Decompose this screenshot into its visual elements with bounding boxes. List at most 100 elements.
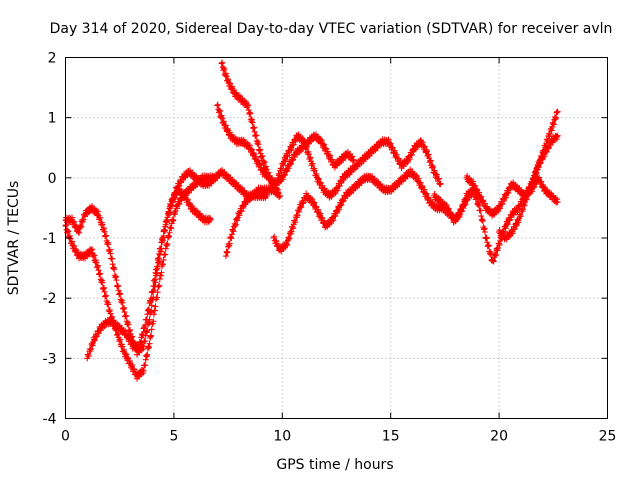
data-point bbox=[166, 229, 173, 236]
data-point bbox=[274, 186, 281, 193]
data-point bbox=[429, 164, 436, 171]
series-satellite-track-B bbox=[62, 167, 219, 358]
data-point bbox=[117, 336, 124, 343]
data-point bbox=[277, 192, 284, 199]
data-point bbox=[163, 219, 170, 226]
data-point bbox=[154, 263, 161, 270]
data-point bbox=[117, 291, 124, 298]
data-point bbox=[107, 310, 114, 317]
data-point bbox=[286, 235, 293, 242]
data-point bbox=[460, 202, 467, 209]
y-tick-label: 0 bbox=[48, 171, 57, 187]
chart-title: Day 314 of 2020, Sidereal Day-to-day VTE… bbox=[50, 21, 613, 37]
data-point bbox=[103, 292, 110, 299]
data-point bbox=[311, 167, 318, 174]
data-point bbox=[87, 346, 94, 353]
data-point bbox=[140, 367, 147, 374]
data-point bbox=[123, 312, 130, 319]
x-tick-label: 5 bbox=[169, 429, 178, 445]
data-point bbox=[137, 339, 144, 346]
data-points bbox=[62, 59, 561, 382]
data-point bbox=[261, 159, 268, 166]
data-point bbox=[156, 250, 163, 257]
data-point bbox=[278, 165, 285, 172]
data-point bbox=[437, 180, 444, 187]
y-tick-label: -3 bbox=[43, 351, 57, 367]
data-point bbox=[158, 269, 165, 276]
data-point bbox=[216, 108, 223, 115]
data-point bbox=[150, 283, 157, 290]
x-tick-labels: 0 5 10 15 20 25 bbox=[61, 429, 616, 445]
data-point bbox=[152, 303, 159, 310]
data-point bbox=[350, 156, 357, 163]
data-point bbox=[479, 218, 486, 225]
data-point bbox=[553, 114, 560, 121]
data-point bbox=[65, 228, 72, 235]
data-point bbox=[303, 144, 310, 151]
series-satellite-track-F bbox=[222, 184, 281, 260]
grid-lines bbox=[65, 57, 608, 419]
data-point bbox=[164, 240, 171, 247]
data-point bbox=[492, 252, 499, 259]
data-point bbox=[477, 207, 484, 214]
axis-ticks bbox=[65, 57, 608, 419]
data-point bbox=[485, 242, 492, 249]
y-axis-title: SDTVAR / TECUs bbox=[6, 181, 22, 296]
data-point bbox=[109, 255, 116, 262]
x-tick-label: 20 bbox=[490, 429, 508, 445]
data-point bbox=[142, 362, 149, 369]
data-point bbox=[91, 252, 98, 259]
data-point bbox=[166, 210, 173, 217]
data-point bbox=[156, 282, 163, 289]
data-point bbox=[554, 108, 561, 115]
data-point bbox=[294, 212, 301, 219]
x-axis-title: GPS time / hours bbox=[276, 457, 393, 473]
data-point bbox=[226, 240, 233, 247]
x-tick-label: 15 bbox=[382, 429, 400, 445]
data-point bbox=[249, 119, 256, 126]
series-satellite-track-H bbox=[274, 131, 444, 201]
series-satellite-track-C bbox=[84, 185, 214, 362]
data-point bbox=[149, 288, 156, 295]
data-point bbox=[547, 131, 554, 138]
x-tick-label: 25 bbox=[599, 429, 617, 445]
data-point bbox=[554, 132, 561, 139]
data-point bbox=[125, 321, 132, 328]
data-point bbox=[160, 256, 167, 263]
y-tick-label: -2 bbox=[43, 291, 57, 307]
data-point bbox=[99, 221, 106, 228]
data-point bbox=[113, 277, 120, 284]
data-point bbox=[103, 232, 110, 239]
series-satellite-track-E bbox=[214, 101, 357, 189]
data-point bbox=[151, 276, 158, 283]
data-point bbox=[148, 332, 155, 339]
data-point bbox=[253, 132, 260, 139]
data-point bbox=[531, 173, 538, 180]
series-satellite-track-J bbox=[463, 172, 561, 219]
series-satellite-track-K bbox=[496, 132, 561, 243]
data-point bbox=[150, 318, 157, 325]
y-tick-labels: -4 -3 -2 -1 0 1 2 bbox=[43, 51, 57, 428]
data-point bbox=[119, 299, 126, 306]
y-tick-label: 2 bbox=[48, 51, 57, 67]
data-point bbox=[142, 321, 149, 328]
data-point bbox=[146, 340, 153, 347]
data-point bbox=[221, 66, 228, 73]
data-point bbox=[105, 241, 112, 248]
data-point bbox=[148, 326, 155, 333]
data-point bbox=[170, 216, 177, 223]
data-point bbox=[162, 251, 169, 258]
data-point bbox=[145, 306, 152, 313]
data-point bbox=[99, 279, 106, 286]
data-point bbox=[160, 234, 167, 241]
data-point bbox=[154, 289, 161, 296]
y-tick-label: 1 bbox=[48, 111, 57, 127]
data-point bbox=[473, 195, 480, 202]
data-point bbox=[207, 216, 214, 223]
data-point bbox=[78, 223, 85, 230]
data-point bbox=[525, 190, 532, 197]
data-point bbox=[554, 198, 561, 205]
data-point bbox=[142, 338, 149, 345]
data-point bbox=[157, 245, 164, 252]
